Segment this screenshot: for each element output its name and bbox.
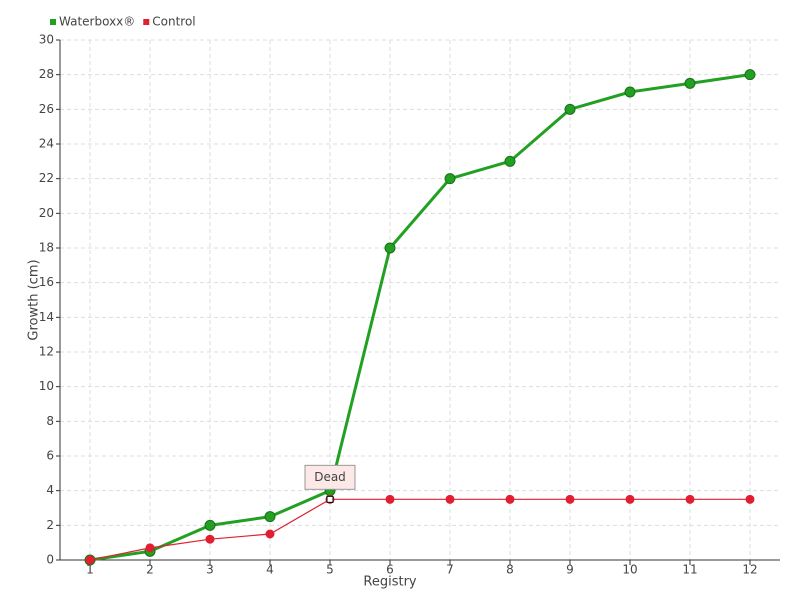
x-tick-label: 6 — [386, 563, 394, 577]
y-tick-label: 14 — [39, 310, 54, 324]
y-tick-label: 4 — [46, 483, 54, 497]
y-tick-label: 0 — [46, 553, 54, 567]
data-point — [625, 494, 635, 504]
data-point — [205, 534, 215, 544]
x-tick-label: 12 — [742, 563, 757, 577]
data-point — [504, 155, 516, 167]
x-tick-label: 3 — [206, 563, 214, 577]
data-point — [85, 555, 95, 565]
y-tick-label: 24 — [39, 137, 54, 151]
y-tick-label: 28 — [39, 67, 54, 81]
data-point — [685, 494, 695, 504]
y-tick-label: 2 — [46, 518, 54, 532]
data-point — [145, 543, 155, 553]
x-tick-label: 1 — [86, 563, 94, 577]
x-axis-label: Registry — [363, 575, 417, 590]
data-point — [445, 494, 455, 504]
x-tick-label: 9 — [566, 563, 574, 577]
legend-swatch — [143, 19, 150, 25]
x-tick-label: 11 — [682, 563, 697, 577]
legend-label: Waterboxx® — [59, 15, 135, 29]
y-tick-label: 8 — [46, 414, 54, 428]
y-tick-label: 26 — [39, 102, 54, 116]
data-point — [745, 494, 755, 504]
data-point — [565, 494, 575, 504]
y-axis-label: Growth (cm) — [27, 259, 42, 340]
data-point — [385, 494, 395, 504]
x-tick-label: 8 — [506, 563, 514, 577]
x-tick-label: 2 — [146, 563, 154, 577]
y-tick-label: 20 — [39, 206, 54, 220]
data-point — [744, 69, 756, 81]
y-tick-label: 10 — [39, 379, 54, 393]
annotation: Dead — [314, 470, 346, 484]
data-point — [684, 77, 696, 89]
x-tick-label: 7 — [446, 563, 454, 577]
y-tick-label: 6 — [46, 449, 54, 463]
legend-label: Control — [152, 15, 195, 29]
data-point — [265, 529, 275, 539]
annotation-marker — [326, 495, 334, 503]
data-point — [384, 242, 396, 254]
y-tick-label: 18 — [39, 241, 54, 255]
x-tick-label: 5 — [326, 563, 334, 577]
data-point — [564, 103, 576, 115]
series-line — [89, 73, 751, 562]
data-point — [444, 173, 456, 185]
y-tick-label: 22 — [39, 171, 54, 185]
x-tick-label: 10 — [622, 563, 637, 577]
y-tick-label: 12 — [39, 345, 54, 359]
annotation-box — [304, 464, 356, 490]
legend-swatch — [50, 19, 56, 25]
data-point — [505, 494, 515, 504]
series-line — [89, 498, 750, 561]
data-point — [264, 511, 276, 523]
data-point — [204, 519, 216, 531]
x-tick-label: 4 — [266, 563, 274, 577]
data-point — [624, 86, 636, 98]
y-tick-label: 16 — [39, 275, 54, 289]
y-tick-label: 30 — [39, 33, 54, 47]
